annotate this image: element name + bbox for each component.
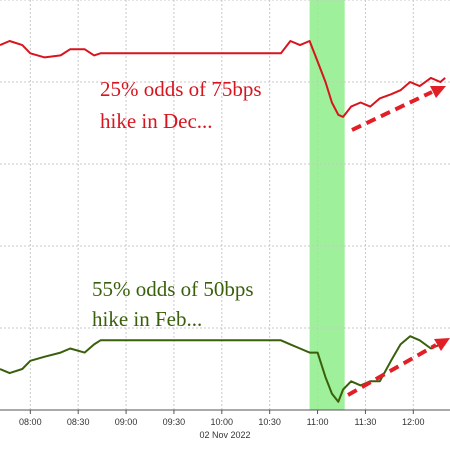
x-tick-label: 10:00 [211, 417, 234, 427]
x-tick-label: 08:30 [67, 417, 90, 427]
x-tick-label: 11:00 [307, 417, 329, 427]
x-tick-label: 10:30 [258, 417, 281, 427]
background-layer: 08:00 08:30 09:00 09:30 10:00 10:30 11:00 11:30… [0, 0, 450, 427]
x-axis-label: 02 Nov 2022 [199, 430, 250, 440]
trend-arrow [351, 90, 433, 132]
x-tick-label: 11:30 [354, 417, 376, 427]
annotation: 55% odds of 50bps [92, 277, 254, 301]
arrow-head [430, 86, 446, 98]
x-tick-label: 09:30 [163, 417, 186, 427]
annotation: hike in Feb... [92, 307, 202, 331]
highlight-band [309, 0, 345, 410]
x-tick-label: 09:00 [115, 417, 138, 427]
lines-layer [0, 40, 446, 403]
trend-arrow [347, 343, 437, 397]
x-tick-label: 08:00 [19, 417, 42, 427]
foreground-layer: 25% odds of 75bps hike in Dec... 55% odd… [92, 77, 450, 440]
annotation: hike in Dec... [100, 109, 213, 133]
arrow-head [434, 338, 450, 351]
annotation: 25% odds of 75bps [100, 77, 262, 101]
series-line [0, 40, 446, 118]
series-line [0, 335, 446, 403]
x-tick-label: 12:00 [402, 417, 425, 427]
